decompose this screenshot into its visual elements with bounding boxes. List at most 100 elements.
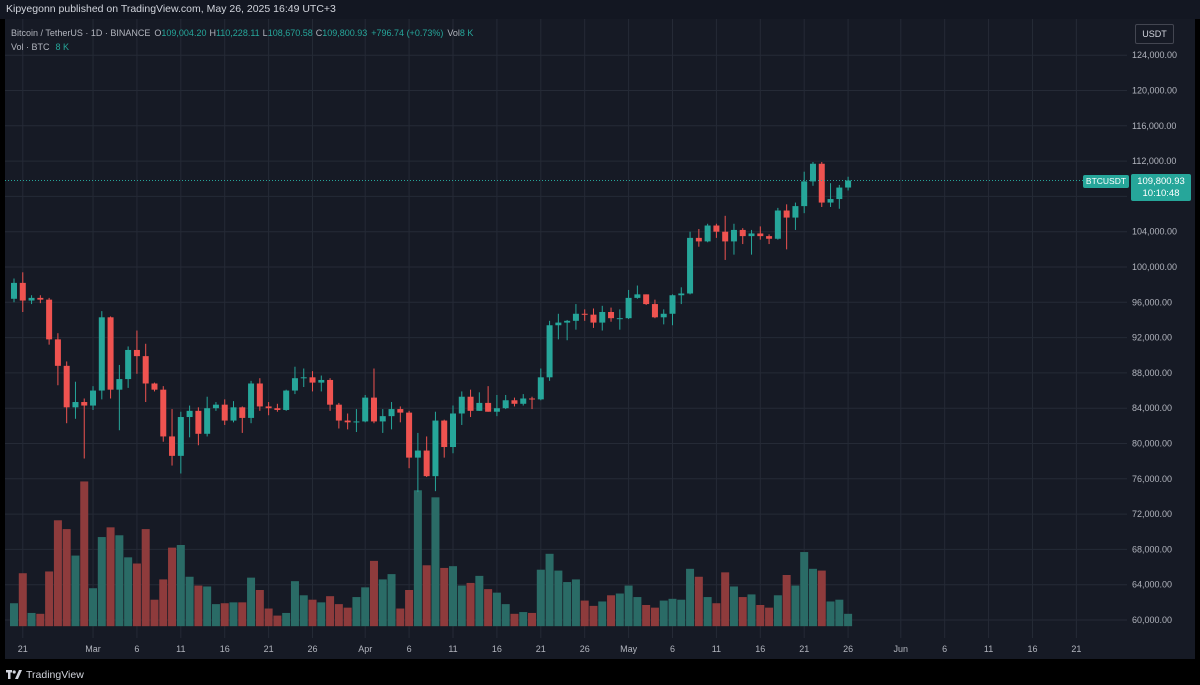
candle-body <box>54 339 61 366</box>
grid-lines <box>5 19 1127 638</box>
volume-bar <box>677 599 686 627</box>
candle-body <box>730 229 737 242</box>
candle-body <box>327 379 334 405</box>
volume-bar <box>378 579 387 627</box>
candle-body <box>695 237 702 242</box>
price-tick-label: 104,000.00 <box>1132 227 1177 237</box>
candle-body <box>485 402 492 412</box>
price-tick-label: 124,000.00 <box>1132 50 1177 60</box>
price-tick-label: 88,000.00 <box>1132 368 1172 378</box>
candle-body <box>643 294 650 305</box>
candle-body <box>186 410 193 418</box>
time-tick-label: 21 <box>18 644 28 654</box>
candle-body <box>256 383 263 407</box>
volume-bar <box>106 527 115 627</box>
volume-bar <box>53 520 62 627</box>
candle-body <box>362 397 369 422</box>
time-tick-label: 11 <box>448 644 457 654</box>
legend-volume-row: Vol · BTC 8 K <box>11 40 473 54</box>
volume-bar <box>194 585 203 627</box>
candle-body <box>766 236 773 239</box>
candle-body <box>467 396 474 411</box>
time-tick-label: 26 <box>843 644 853 654</box>
tradingview-logo[interactable]: TradingView <box>6 669 84 681</box>
change-value: +796.74 (+0.73%) <box>371 28 444 38</box>
volume-bar <box>738 597 747 627</box>
volume-bar <box>501 604 510 627</box>
volume-bar <box>668 598 677 627</box>
price-tick-label: 92,000.00 <box>1132 333 1172 343</box>
candle-body <box>221 404 228 421</box>
volume-bar <box>185 576 194 627</box>
candle-body <box>239 407 246 418</box>
time-tick-label: Jun <box>894 644 909 654</box>
candlestick-chart[interactable]: 60,000.00 64,000.00 68,000.00 72,000.00 76,0… <box>5 19 1195 659</box>
volume-bar <box>317 602 326 627</box>
candle-body <box>379 416 386 422</box>
price-axis[interactable]: 60,000.00 64,000.00 68,000.00 72,000.00 76,0… <box>1132 50 1177 625</box>
volume-bar <box>431 497 440 627</box>
symbol-price-tag: BTCUSDT <box>1083 175 1129 188</box>
volume-bar <box>89 588 98 627</box>
volume-bar <box>387 574 396 627</box>
volume-bar <box>615 593 624 627</box>
candle-body <box>757 233 764 237</box>
volume-bar <box>563 582 572 627</box>
candle-body <box>599 312 606 323</box>
candle-body <box>107 317 114 390</box>
currency-button[interactable]: USDT <box>1135 24 1174 44</box>
volume-bar <box>729 586 738 627</box>
candle-body <box>90 390 97 406</box>
volume-study-value: 8 K <box>55 42 70 52</box>
candle-body <box>774 210 781 239</box>
symbol-title[interactable]: Bitcoin / TetherUS · 1D · BINANCE <box>11 28 151 38</box>
candle-body <box>625 297 632 319</box>
volume-bar <box>686 568 695 627</box>
candle-body <box>520 398 527 404</box>
candle-body <box>28 297 35 301</box>
volume-bars <box>10 481 853 627</box>
candle-body <box>204 408 211 434</box>
close-label: C <box>315 28 323 38</box>
volume-bar <box>712 603 721 627</box>
time-axis[interactable]: 21 Mar 6 11 16 21 26 Apr 6 11 16 21 26 May 6 11 16 21 26 Ju… <box>18 644 1082 654</box>
candle-body <box>722 231 729 242</box>
volume-bar <box>369 560 378 627</box>
candle-body <box>616 318 623 320</box>
candle-body <box>160 389 167 437</box>
volume-bar <box>211 604 220 627</box>
price-tick-label: 72,000.00 <box>1132 509 1172 519</box>
volume-bar <box>536 569 545 627</box>
volume-bar <box>97 537 106 627</box>
volume-bar <box>598 601 607 627</box>
volume-bar <box>659 600 668 627</box>
volume-bar <box>343 607 352 627</box>
time-tick-label: 16 <box>492 644 502 654</box>
volume-bar <box>264 608 273 627</box>
publisher-header: Kipyegonn published on TradingView.com, … <box>0 0 1200 19</box>
time-tick-label: 21 <box>1071 644 1081 654</box>
candle-body <box>546 325 553 378</box>
volume-study-title[interactable]: Vol · BTC <box>11 42 50 52</box>
candle-body <box>476 402 483 411</box>
volume-bar <box>36 613 45 627</box>
volume-bar <box>273 615 282 627</box>
candle-body <box>634 294 641 298</box>
volume-bar <box>71 555 80 627</box>
open-value: 109,004.20 <box>161 28 207 38</box>
volume-bar <box>607 595 616 627</box>
price-tick-label: 84,000.00 <box>1132 403 1172 413</box>
vol-value: 8 K <box>459 28 474 38</box>
volume-bar <box>168 547 177 627</box>
volume-bar <box>45 571 54 627</box>
candle-body <box>669 295 676 314</box>
low-value: 108,670.58 <box>267 28 313 38</box>
volume-bar <box>519 612 528 627</box>
chart-pane[interactable]: 60,000.00 64,000.00 68,000.00 72,000.00 76,0… <box>5 19 1195 659</box>
time-tick-label: 21 <box>264 644 274 654</box>
time-tick-label: 6 <box>134 644 139 654</box>
candle-body <box>72 402 79 408</box>
volume-bar <box>396 608 405 627</box>
high-value: 110,228.11 <box>215 28 260 38</box>
volume-bar <box>62 529 71 627</box>
